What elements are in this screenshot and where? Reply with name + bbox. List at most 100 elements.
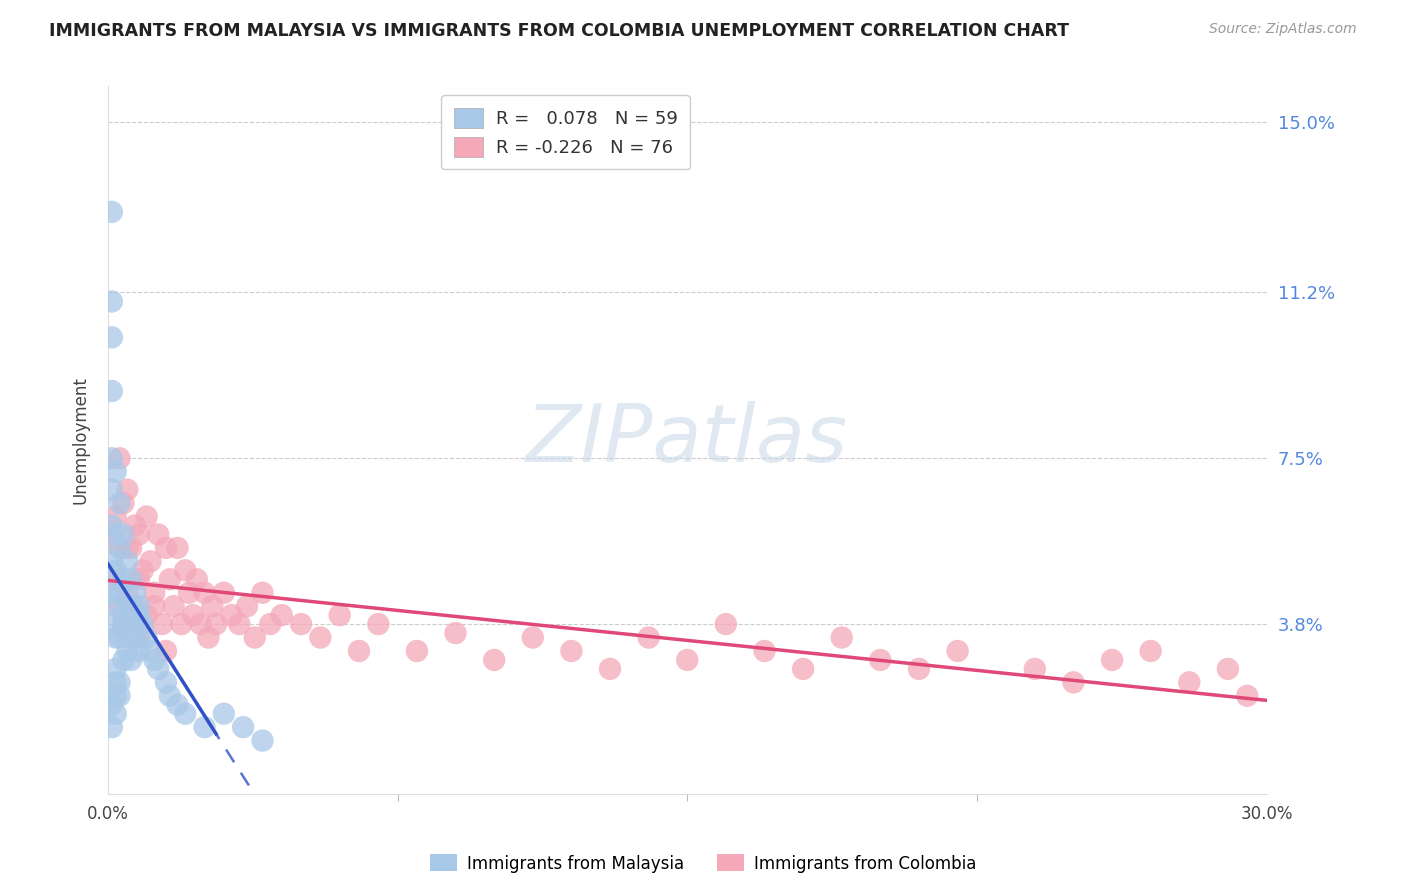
Point bbox=[104, 563, 127, 577]
Point bbox=[444, 626, 467, 640]
Point bbox=[143, 585, 166, 599]
Point bbox=[367, 617, 389, 632]
Point bbox=[128, 527, 150, 541]
Point bbox=[104, 662, 127, 676]
Point bbox=[754, 644, 776, 658]
Point bbox=[150, 617, 173, 632]
Point bbox=[101, 527, 124, 541]
Point bbox=[132, 617, 155, 632]
Point bbox=[135, 631, 157, 645]
Point bbox=[290, 617, 312, 632]
Point bbox=[155, 675, 177, 690]
Point bbox=[101, 720, 124, 734]
Point bbox=[329, 608, 352, 623]
Point bbox=[166, 541, 188, 555]
Point bbox=[117, 631, 139, 645]
Point bbox=[101, 585, 124, 599]
Point bbox=[143, 653, 166, 667]
Point bbox=[108, 631, 131, 645]
Point bbox=[148, 662, 170, 676]
Point bbox=[201, 599, 224, 614]
Point bbox=[193, 585, 215, 599]
Point bbox=[155, 541, 177, 555]
Point bbox=[101, 330, 124, 344]
Point bbox=[101, 698, 124, 712]
Point bbox=[236, 599, 259, 614]
Point bbox=[104, 572, 127, 586]
Point bbox=[676, 653, 699, 667]
Point bbox=[117, 483, 139, 497]
Point bbox=[112, 608, 135, 623]
Point bbox=[101, 617, 124, 632]
Point bbox=[522, 631, 544, 645]
Point bbox=[135, 509, 157, 524]
Point bbox=[117, 644, 139, 658]
Point bbox=[124, 599, 146, 614]
Text: Source: ZipAtlas.com: Source: ZipAtlas.com bbox=[1209, 22, 1357, 37]
Point bbox=[190, 617, 212, 632]
Point bbox=[174, 563, 197, 577]
Point bbox=[155, 644, 177, 658]
Point bbox=[104, 527, 127, 541]
Point bbox=[117, 585, 139, 599]
Point bbox=[112, 527, 135, 541]
Point bbox=[252, 585, 274, 599]
Point bbox=[1178, 675, 1201, 690]
Point bbox=[1062, 675, 1084, 690]
Point bbox=[112, 496, 135, 510]
Point bbox=[148, 527, 170, 541]
Point bbox=[101, 384, 124, 398]
Point bbox=[117, 599, 139, 614]
Point bbox=[104, 631, 127, 645]
Point bbox=[124, 617, 146, 632]
Point bbox=[117, 541, 139, 555]
Point bbox=[1024, 662, 1046, 676]
Point bbox=[101, 554, 124, 568]
Point bbox=[124, 585, 146, 599]
Point bbox=[193, 720, 215, 734]
Point bbox=[1236, 689, 1258, 703]
Point bbox=[212, 585, 235, 599]
Point bbox=[101, 518, 124, 533]
Point bbox=[221, 608, 243, 623]
Point bbox=[101, 204, 124, 219]
Point bbox=[212, 706, 235, 721]
Point bbox=[104, 706, 127, 721]
Point bbox=[174, 706, 197, 721]
Point bbox=[108, 451, 131, 466]
Point bbox=[170, 617, 193, 632]
Point bbox=[112, 617, 135, 632]
Point bbox=[108, 689, 131, 703]
Point bbox=[560, 644, 582, 658]
Point bbox=[117, 554, 139, 568]
Point bbox=[104, 509, 127, 524]
Point bbox=[120, 608, 142, 623]
Point bbox=[599, 662, 621, 676]
Point bbox=[166, 698, 188, 712]
Point bbox=[128, 644, 150, 658]
Point bbox=[139, 554, 162, 568]
Point bbox=[1139, 644, 1161, 658]
Point bbox=[112, 572, 135, 586]
Point bbox=[108, 585, 131, 599]
Point bbox=[637, 631, 659, 645]
Point bbox=[1216, 662, 1239, 676]
Point bbox=[120, 653, 142, 667]
Point bbox=[108, 541, 131, 555]
Point bbox=[120, 617, 142, 632]
Point bbox=[104, 599, 127, 614]
Point bbox=[120, 572, 142, 586]
Point bbox=[112, 617, 135, 632]
Point bbox=[128, 572, 150, 586]
Point bbox=[714, 617, 737, 632]
Point bbox=[120, 599, 142, 614]
Point bbox=[108, 675, 131, 690]
Point bbox=[406, 644, 429, 658]
Point bbox=[108, 541, 131, 555]
Point bbox=[482, 653, 505, 667]
Point bbox=[186, 572, 208, 586]
Point bbox=[162, 599, 184, 614]
Text: ZIPatlas: ZIPatlas bbox=[526, 401, 848, 479]
Text: IMMIGRANTS FROM MALAYSIA VS IMMIGRANTS FROM COLOMBIA UNEMPLOYMENT CORRELATION CH: IMMIGRANTS FROM MALAYSIA VS IMMIGRANTS F… bbox=[49, 22, 1069, 40]
Point bbox=[135, 608, 157, 623]
